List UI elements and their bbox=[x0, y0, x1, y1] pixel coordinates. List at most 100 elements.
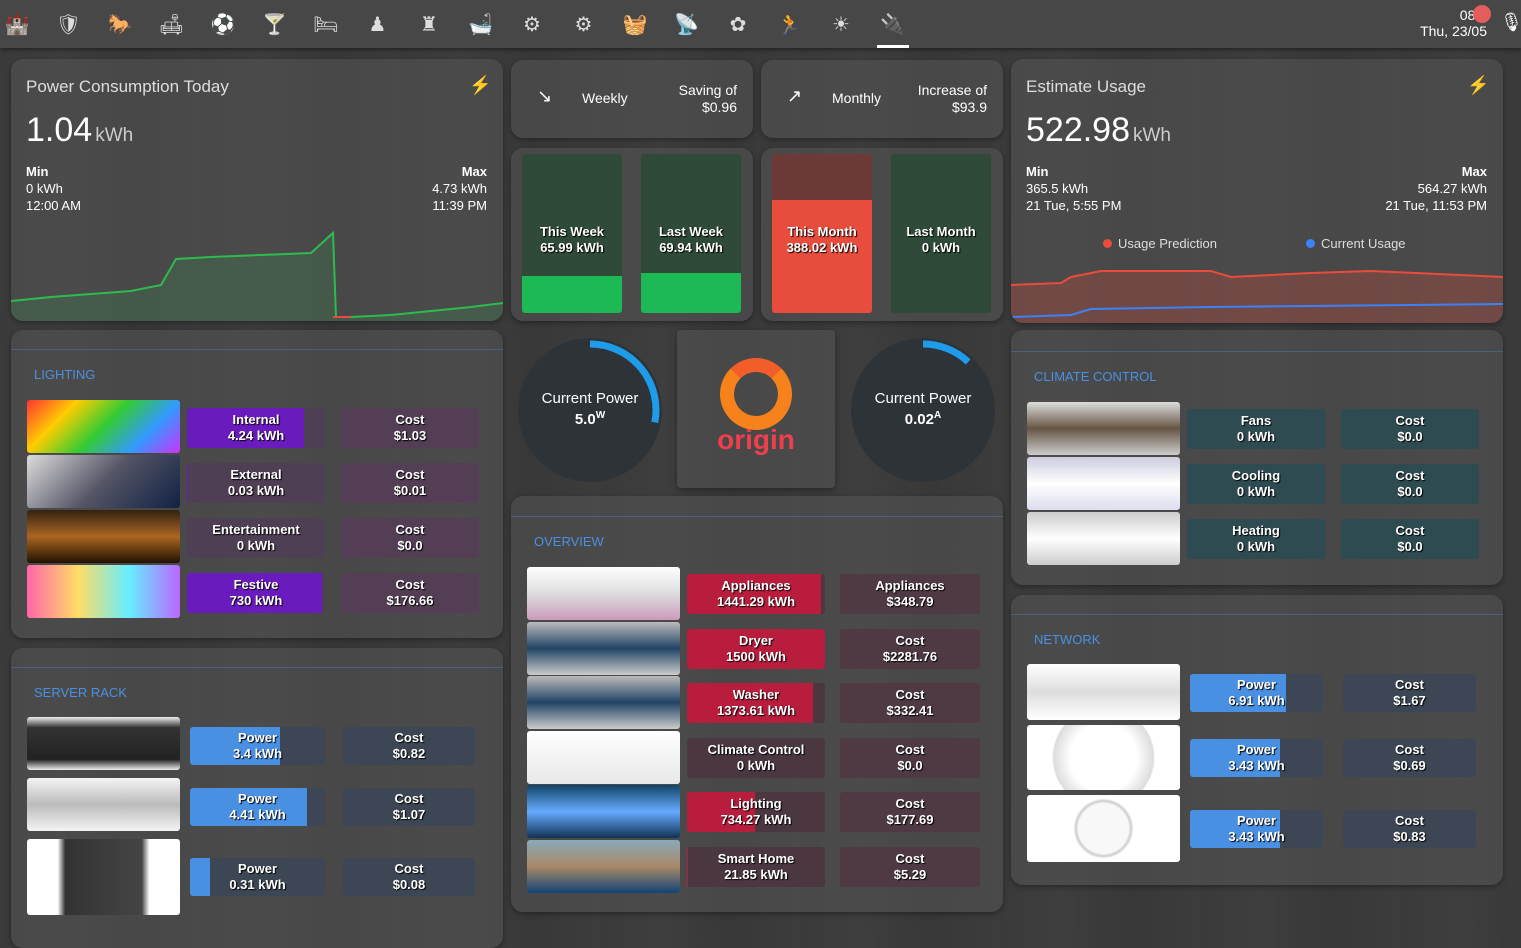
tab-run-icon[interactable]: 🏃 bbox=[770, 8, 810, 40]
tab-washing-machine-icon[interactable]: 🧺 bbox=[615, 8, 655, 40]
origin-logo-text: origin bbox=[717, 424, 795, 455]
usage-bar[interactable]: External 0.03 kWh bbox=[187, 463, 325, 503]
tab-flower-icon[interactable]: ✿ bbox=[718, 8, 758, 40]
cost-value: $177.69 bbox=[886, 811, 934, 827]
tab-sofa-icon[interactable]: 🛋 bbox=[152, 8, 192, 40]
current-amps-gauge[interactable]: Current Power 0.02A bbox=[851, 338, 995, 482]
cost-bar[interactable]: Cost $0.0 bbox=[1341, 463, 1479, 504]
cost-bar[interactable]: Appliances $348.79 bbox=[840, 573, 980, 614]
usage-label: Dryer bbox=[739, 632, 773, 648]
cost-value: $176.66 bbox=[386, 593, 434, 608]
clock-date: Thu, 23/05 bbox=[1420, 23, 1487, 39]
week-bar[interactable]: This Week 65.99 kWh bbox=[522, 154, 622, 313]
usage-bar[interactable]: Internal 4.24 kWh bbox=[187, 408, 325, 448]
usage-bar[interactable]: Fans 0 kWh bbox=[1187, 408, 1325, 449]
tab-power-plug-icon[interactable]: 🔌 bbox=[873, 8, 913, 48]
usage-bar-fill bbox=[687, 573, 821, 614]
cost-bar[interactable]: Cost $5.29 bbox=[840, 846, 980, 887]
tab-glass-icon[interactable]: 🍸 bbox=[255, 8, 295, 40]
tab-chess-pawn-icon[interactable]: ♟ bbox=[358, 8, 398, 40]
legend-current-usage[interactable]: Current Usage bbox=[1306, 236, 1406, 251]
usage-bar[interactable]: Heating 0 kWh bbox=[1187, 518, 1325, 559]
week-bar[interactable]: Last Week 69.94 kWh bbox=[641, 154, 741, 313]
usage-bar[interactable]: Cooling 0 kWh bbox=[1187, 463, 1325, 504]
tab-cogs-icon[interactable]: ⚙ bbox=[564, 8, 604, 40]
prediction-area bbox=[1011, 271, 1503, 323]
cost-value: $1.03 bbox=[393, 428, 427, 443]
month-bar[interactable]: This Month 388.02 kWh bbox=[772, 154, 872, 313]
cost-bar[interactable]: Cost $1.67 bbox=[1343, 674, 1476, 712]
usage-value: 0 kWh bbox=[1236, 483, 1276, 499]
tab-bed-icon[interactable]: 🛏 bbox=[306, 8, 346, 40]
usage-bar[interactable]: Power 0.31 kWh bbox=[190, 858, 325, 896]
section-divider bbox=[11, 349, 503, 350]
device-image bbox=[527, 731, 680, 784]
usage-bar[interactable]: Power 6.91 kWh bbox=[1190, 674, 1323, 712]
usage-bar-fill bbox=[1190, 738, 1281, 777]
bar-label: Last Week bbox=[658, 224, 724, 239]
tab-soccer-ball-icon[interactable]: ⚽ bbox=[203, 8, 243, 40]
cost-bar[interactable]: Cost $1.03 bbox=[341, 408, 479, 448]
shield-home-icon: 🛡 bbox=[55, 13, 82, 36]
weekly-card[interactable]: ↘ Weekly Saving of $0.96 bbox=[511, 60, 753, 138]
usage-bar-fill bbox=[1190, 674, 1286, 712]
usage-bar[interactable]: Climate Control 0 kWh bbox=[687, 737, 825, 778]
tab-castle-icon[interactable]: 🏰 bbox=[0, 8, 37, 40]
usage-bar[interactable]: Dryer 1500 kWh bbox=[687, 628, 825, 669]
cost-bar[interactable]: Cost $0.83 bbox=[1343, 809, 1476, 848]
tab-rocking-horse-icon[interactable]: 🐎 bbox=[100, 8, 140, 40]
cost-value: $0.0 bbox=[1397, 483, 1423, 499]
cost-bar[interactable]: Cost $0.0 bbox=[1341, 518, 1479, 559]
notification-dot[interactable] bbox=[1473, 5, 1491, 23]
tab-chess-rook-icon[interactable]: ♜ bbox=[409, 8, 449, 40]
cost-bar[interactable]: Cost $177.69 bbox=[840, 791, 980, 832]
cost-bar[interactable]: Cost $332.41 bbox=[840, 682, 980, 723]
cost-bar[interactable]: Cost $1.07 bbox=[343, 788, 475, 826]
tab-shield-home-icon[interactable]: 🛡 bbox=[49, 8, 89, 40]
usage-value: 4.41 kWh bbox=[229, 807, 286, 822]
microphone-icon[interactable]: 🎙 bbox=[1500, 12, 1521, 32]
cost-label: Cost bbox=[395, 522, 425, 537]
usage-bar[interactable]: Washer 1373.61 kWh bbox=[687, 682, 825, 723]
month-bar[interactable]: Last Month 0 kWh bbox=[891, 154, 991, 313]
usage-bar[interactable]: Lighting 734.27 kWh bbox=[687, 791, 825, 832]
bar-label: Last Month bbox=[906, 224, 976, 239]
usage-bar[interactable]: Entertainment 0 kWh bbox=[187, 518, 325, 558]
usage-bar[interactable]: Appliances 1441.29 kWh bbox=[687, 573, 825, 614]
usage-bar[interactable]: Power 3.43 kWh bbox=[1190, 738, 1323, 777]
power-consumption-card[interactable]: Power Consumption Today ⚡ 1.04 kWh Min 0 k… bbox=[11, 59, 503, 321]
cost-bar[interactable]: Cost $0.0 bbox=[1341, 408, 1479, 449]
usage-bar[interactable]: Power 3.43 kWh bbox=[1190, 809, 1323, 848]
cost-bar[interactable]: Cost $0.82 bbox=[343, 727, 475, 765]
cost-value: $0.82 bbox=[392, 746, 426, 761]
device-image bbox=[1027, 664, 1180, 720]
usage-bar[interactable]: Power 3.4 kWh bbox=[190, 727, 325, 765]
tab-cog-icon[interactable]: ⚙ bbox=[512, 8, 552, 40]
usage-label: Power bbox=[237, 730, 277, 745]
cost-label: Cost bbox=[394, 791, 424, 806]
cost-bar[interactable]: Cost $0.0 bbox=[840, 737, 980, 778]
estimate-usage-card[interactable]: Estimate Usage ⚡ 522.98 kWh Min 365.5 kWh 2… bbox=[1011, 59, 1503, 323]
tab-wifi-tower-icon[interactable]: 📡 bbox=[667, 8, 707, 40]
tab-sun-icon[interactable]: ☀ bbox=[821, 8, 861, 40]
cost-bar[interactable]: Cost $2281.76 bbox=[840, 628, 980, 669]
bar-value: 0 kWh bbox=[921, 240, 961, 255]
tab-bathtub-icon[interactable]: 🛁 bbox=[461, 8, 501, 40]
usage-value: 730 kWh bbox=[229, 593, 283, 608]
weekly-bars-card: This Week 65.99 kWh Last Week 69.94 kWh bbox=[511, 148, 753, 321]
usage-bar[interactable]: Power 4.41 kWh bbox=[190, 788, 325, 826]
cost-bar[interactable]: Cost $176.66 bbox=[341, 573, 479, 613]
monthly-card[interactable]: ↗ Monthly Increase of $93.9 bbox=[761, 60, 1003, 138]
cost-bar[interactable]: Cost $0.01 bbox=[341, 463, 479, 503]
current-power-gauge[interactable]: Current Power 5.0W bbox=[518, 338, 662, 482]
cost-bar[interactable]: Cost $0.69 bbox=[1343, 738, 1476, 777]
device-image bbox=[1027, 457, 1180, 510]
usage-label: Fans bbox=[1240, 412, 1272, 428]
usage-bar[interactable]: Smart Home 21.85 kWh bbox=[687, 846, 825, 887]
cost-label: Cost bbox=[1395, 812, 1424, 828]
legend-usage-prediction[interactable]: Usage Prediction bbox=[1103, 236, 1217, 251]
usage-value: 0.03 kWh bbox=[227, 483, 285, 498]
usage-bar[interactable]: Festive 730 kWh bbox=[187, 573, 325, 613]
cost-bar[interactable]: Cost $0.08 bbox=[343, 858, 475, 896]
cost-bar[interactable]: Cost $0.0 bbox=[341, 518, 479, 558]
